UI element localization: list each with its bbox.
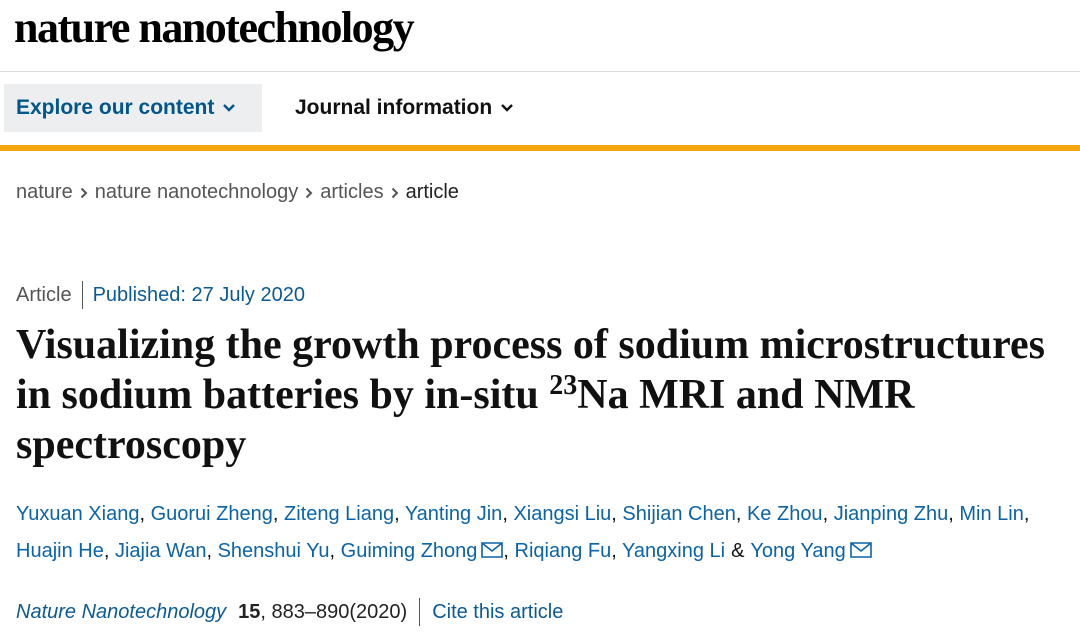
author-separator: , — [735, 503, 742, 525]
breadcrumb-chevron — [391, 187, 398, 198]
author-name[interactable]: Guiming Zhong — [340, 540, 478, 562]
chevron — [223, 104, 236, 112]
author-name[interactable]: Yuxuan Xiang — [16, 503, 140, 525]
logo[interactable]: nature nanotechnology — [14, 3, 415, 52]
breadcrumb[interactable]: nature — [16, 181, 73, 203]
author-name[interactable]: Yong Yang — [750, 540, 846, 562]
author-separator: , — [103, 540, 110, 562]
breadcrumb[interactable]: nature nanotechnology — [94, 181, 299, 203]
author-name[interactable]: Riqiang Fu — [514, 540, 612, 562]
mail-icon — [481, 542, 504, 558]
title-text: Na MRI and NMR spectroscopy — [16, 372, 915, 468]
chevron — [501, 104, 514, 112]
author-separator: , — [502, 503, 508, 525]
author-name[interactable]: Yanting Jin — [404, 503, 503, 525]
breadcrumb[interactable]: articles — [320, 181, 384, 203]
author-separator: , — [611, 540, 617, 562]
article-meta: Article Published: 27 July 2020 — [16, 281, 305, 309]
author-name[interactable]: Yangxing Li — [622, 540, 726, 562]
citation: Nature Nanotechnology 15 , 883–890(2020)… — [16, 598, 563, 626]
accent-bar — [0, 145, 1080, 151]
divider — [0, 71, 1080, 72]
breadcrumb-chevron — [80, 187, 88, 198]
author-name[interactable]: Min Lin — [959, 503, 1024, 525]
author-separator: , — [1023, 503, 1030, 525]
author-name[interactable]: Shijian Chen — [622, 503, 736, 525]
nav-label: Journal information — [295, 96, 493, 119]
separator — [419, 598, 421, 626]
author-separator: , — [822, 503, 829, 525]
volume: 15 — [238, 600, 261, 623]
journal-name: Nature Nanotechnology — [16, 600, 227, 623]
author-name[interactable]: Ke Zhou — [746, 503, 823, 525]
nav-item[interactable]: Journal information — [295, 84, 514, 132]
author-separator: , — [611, 503, 617, 525]
author-separator: , — [272, 503, 279, 525]
published-date: Published: 27 July 2020 — [92, 283, 305, 306]
author-list: Yuxuan Xiang, Guorui Zheng, Ziteng Liang… — [16, 496, 1066, 570]
author-separator: , — [394, 503, 400, 525]
article-title: Visualizing the growth process of sodium… — [16, 320, 1076, 470]
author-name[interactable]: Xiangsi Liu — [513, 503, 612, 525]
cite-link[interactable]: Cite this article — [432, 600, 564, 623]
author-separator: , — [206, 540, 213, 562]
title-superscript: 23 — [549, 370, 578, 401]
author-name[interactable]: Shenshui Yu — [217, 540, 330, 562]
breadcrumb[interactable]: article — [405, 181, 459, 203]
author-name[interactable]: Ziteng Liang — [283, 503, 395, 525]
author-separator: , — [329, 540, 336, 562]
author-separator: , — [948, 503, 954, 525]
author-name[interactable]: Guorui Zheng — [150, 503, 273, 525]
separator — [81, 281, 83, 309]
author-separator: & — [731, 540, 745, 562]
nav-item[interactable]: Explore our content — [4, 84, 262, 132]
author-name[interactable]: Jianping Zhu — [833, 503, 949, 525]
title-text: Visualizing the growth process of sodium… — [16, 322, 1045, 418]
author-name[interactable]: Huajin He — [16, 540, 104, 562]
article-type: Article — [16, 283, 72, 306]
mail-icon — [849, 542, 872, 558]
author-separator: , — [503, 540, 509, 562]
author-name[interactable]: Jiajia Wan — [114, 540, 207, 562]
breadcrumb-chevron — [306, 187, 313, 198]
breadcrumbs: nature nature nanotechnology articles artic… — [16, 181, 459, 204]
pages-year: , 883–890(2020) — [260, 600, 408, 623]
nav-label: Explore our content — [16, 96, 215, 119]
author-separator: , — [139, 503, 145, 525]
